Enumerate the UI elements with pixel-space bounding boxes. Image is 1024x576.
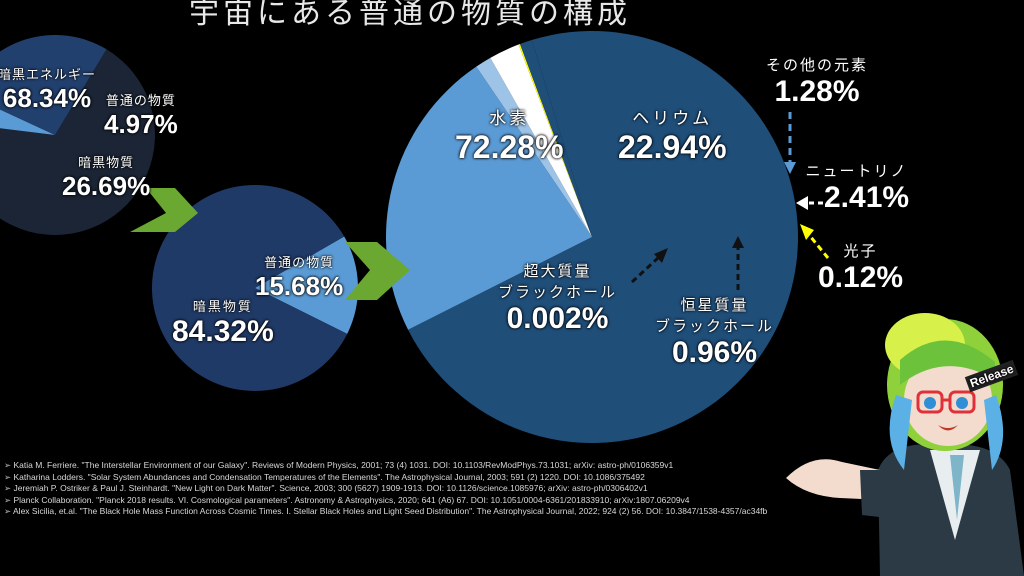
label-dark-matter-1-pct: 26.69% — [62, 171, 151, 201]
label-ordinary-2-name: 普通の物質 — [264, 256, 335, 271]
label-supermassive-bh-pct: 0.002% — [506, 302, 609, 335]
character-illustration — [786, 313, 1024, 576]
label-supermassive-bh: 超大質量 ブラックホール 0.002% — [498, 260, 617, 336]
reference-item: Katia M. Ferriere. "The Interstellar Env… — [4, 460, 864, 472]
pointer-smbh-head — [654, 248, 668, 263]
label-ordinary-1-pct: 4.97% — [104, 109, 178, 139]
label-ordinary-1-name: 普通の物質 — [105, 94, 176, 109]
label-photon-pct: 0.12% — [818, 261, 904, 294]
label-hydrogen-name: 水素 — [489, 109, 530, 129]
reference-item: Alex Sicilia, et.al. "The Black Hole Mas… — [4, 506, 864, 518]
label-dark-energy-name: 暗黒エネルギー — [0, 68, 97, 83]
references-list: Katia M. Ferriere. "The Interstellar Env… — [4, 460, 864, 518]
label-dark-energy-pct: 68.34% — [2, 83, 92, 113]
pie3-slice-6 — [520, 40, 592, 237]
reference-item: Katharina Lodders. "Solar System Abundan… — [4, 472, 864, 484]
chevron-arrow-1 — [130, 188, 198, 232]
pie-universe — [0, 35, 155, 235]
label-hydrogen-pct: 72.28% — [455, 129, 564, 165]
pie3-slice-2 — [476, 57, 592, 237]
pie2-slice-1 — [151, 184, 348, 391]
label-stellar-bh-name1: 恒星質量 — [680, 296, 749, 314]
pie1-slice-1 — [0, 109, 55, 135]
label-supermassive-bh-name2: ブラックホール — [498, 283, 618, 301]
label-other-elements: その他の元素 1.28% — [766, 54, 868, 109]
label-supermassive-bh-name1: 超大質量 — [523, 262, 592, 280]
label-photon: 光子 0.12% — [818, 240, 903, 295]
pointer-neutrino-head — [796, 196, 808, 210]
pie3-slice-1 — [385, 66, 592, 330]
label-dark-matter-2-pct: 84.32% — [172, 315, 274, 348]
label-stellar-bh-name2: ブラックホール — [655, 317, 775, 335]
label-photon-name: 光子 — [843, 242, 878, 260]
pointer-photon — [808, 235, 830, 259]
pie3-slice-3 — [490, 44, 592, 237]
label-dark-matter-2: 暗黒物質 84.32% — [172, 296, 274, 349]
label-other-elements-name: その他の元素 — [766, 56, 869, 74]
label-neutrino-pct: 2.41% — [824, 181, 910, 214]
pie1-slice-0 — [0, 49, 155, 235]
label-neutrino: ニュートリノ 2.41% — [804, 160, 910, 215]
pie3-slice-5 — [519, 43, 592, 237]
label-hydrogen: 水素 72.28% — [455, 104, 564, 165]
pie2-slice-0 — [255, 236, 358, 334]
label-neutrino-name: ニュートリノ — [805, 162, 908, 180]
label-stellar-bh-pct: 0.96% — [671, 336, 758, 369]
pointer-photon-head — [800, 224, 814, 240]
label-stellar-bh: 恒星質量 ブラックホール 0.96% — [655, 294, 774, 370]
label-dark-energy: 暗黒エネルギー 68.34% — [0, 64, 96, 113]
pie3-slice-4 — [518, 44, 592, 237]
pointer-other-head — [784, 162, 796, 174]
reference-item: Jeremiah P. Ostriker & Paul J. Steinhard… — [4, 483, 864, 495]
pie3-slice-0 — [408, 30, 798, 443]
label-dark-matter-2-name: 暗黒物質 — [192, 300, 253, 315]
pointer-sbh-head — [732, 236, 744, 248]
pie1-slice-2 — [0, 35, 107, 135]
label-helium-name: ヘリウム — [632, 109, 713, 129]
label-ordinary-1: 普通の物質 4.97% — [104, 90, 178, 139]
label-helium: ヘリウム 22.94% — [618, 104, 727, 165]
label-ordinary-2-pct: 15.68% — [255, 271, 344, 301]
label-other-elements-pct: 1.28% — [774, 75, 860, 108]
chevron-arrow-2 — [345, 242, 410, 300]
label-dark-matter-1-name: 暗黒物質 — [78, 156, 135, 171]
pointer-smbh — [630, 256, 660, 284]
pie-ordinary-matter — [385, 30, 798, 443]
label-helium-pct: 22.94% — [618, 129, 727, 165]
pie-matter — [151, 184, 358, 391]
slide-title: 宇宙にある普通の物質の構成 — [189, 0, 631, 31]
label-ordinary-2: 普通の物質 15.68% — [255, 252, 343, 301]
reference-item: Planck Collaboration. "Planck 2018 resul… — [4, 495, 864, 507]
label-dark-matter-1: 暗黒物質 26.69% — [62, 152, 150, 201]
